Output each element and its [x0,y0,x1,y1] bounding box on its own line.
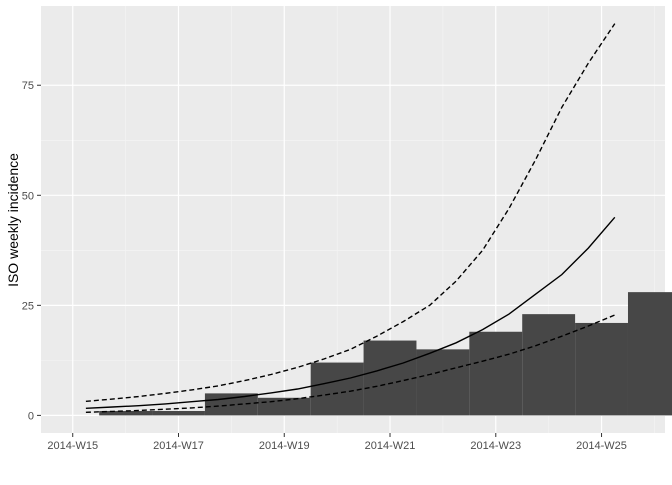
x-tick-label: 2014-W23 [470,440,521,452]
y-axis-title: ISO weekly incidence [5,153,21,287]
incidence-bar [522,314,576,416]
incidence-bar [469,331,523,416]
incidence-bar [152,410,205,416]
incidence-bar [363,340,417,416]
axis-layer: 0 25 50 75 2014-W15 2014-W17 2014-W19 2014-W21 2… [22,80,627,452]
line-layer [85,23,616,413]
x-tick-label: 2014-W15 [47,440,98,452]
y-tick-label: 0 [28,410,34,422]
incidence-bar [575,322,628,416]
incidence-bar [310,362,364,416]
incidence-bar [257,397,311,416]
y-tick-label: 25 [22,300,34,312]
x-tick-label: 2014-W19 [259,440,310,452]
fitted-line [85,216,616,409]
incidence-bar [627,292,672,416]
ci-bound-line [85,23,616,402]
ci-bound-line [85,314,616,413]
x-tick-label: 2014-W21 [365,440,416,452]
x-tick-label: 2014-W17 [153,440,204,452]
incidence-bar [416,349,470,416]
y-tick-label: 50 [22,190,34,202]
x-tick-label: 2014-W25 [576,440,627,452]
y-tick-label: 75 [22,80,34,92]
incidence-bar [99,410,153,416]
